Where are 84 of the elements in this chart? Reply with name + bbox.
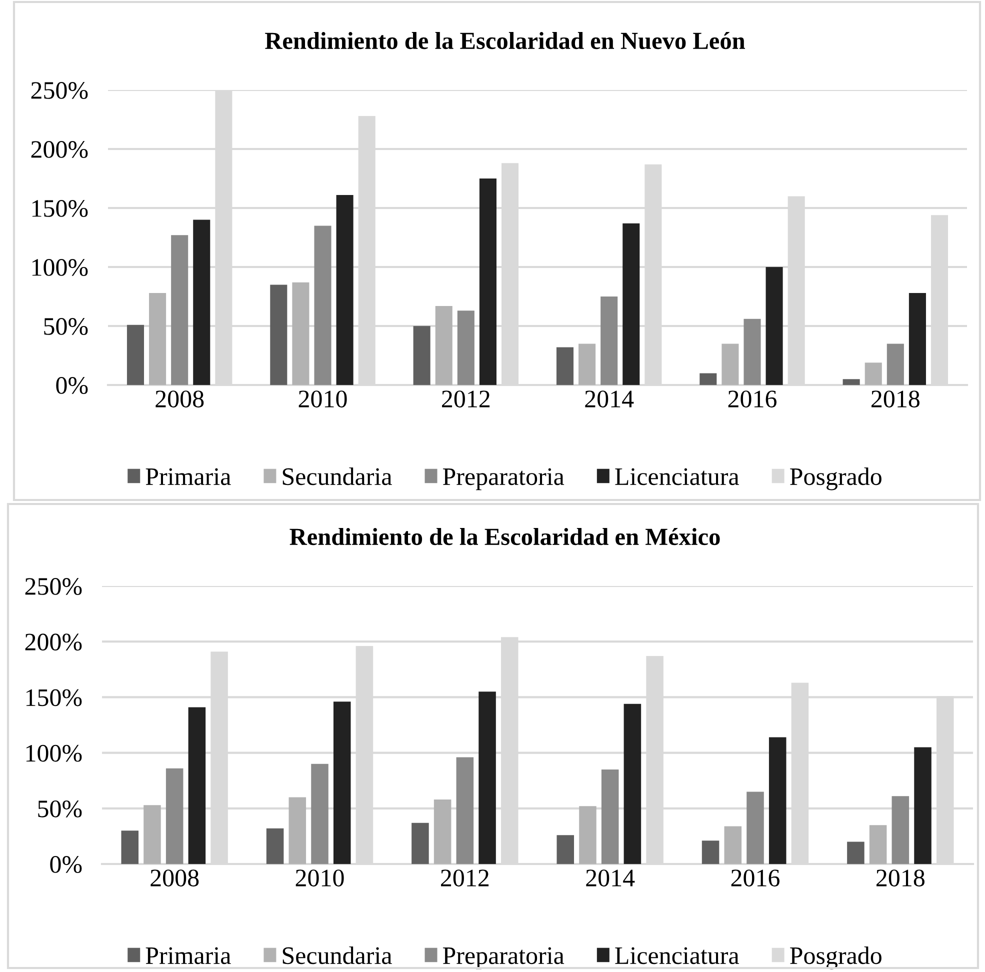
bar xyxy=(434,800,452,864)
legend-label: Posgrado xyxy=(790,946,882,970)
bar xyxy=(270,284,288,385)
y-tick-label: 100% xyxy=(26,744,82,762)
bar xyxy=(166,768,184,864)
bar xyxy=(457,310,474,385)
x-tick-label: 2008 xyxy=(150,870,199,886)
bar xyxy=(908,292,926,385)
y-tick-label: 50% xyxy=(44,318,88,335)
bar xyxy=(746,792,764,864)
legend-label: Primaria xyxy=(146,947,231,964)
x-tick-label: 2012 xyxy=(442,390,490,408)
bar xyxy=(266,828,284,864)
bar xyxy=(724,826,742,864)
bar xyxy=(413,326,430,385)
x-tick-label: 2014 xyxy=(586,870,635,886)
y-tick-label: 200% xyxy=(25,634,82,651)
bar xyxy=(144,805,161,864)
legend-label: Secundaria xyxy=(282,468,392,486)
bar xyxy=(869,825,887,864)
bar xyxy=(556,347,574,385)
chart-title: Rendimiento de la Escolaridad en México xyxy=(290,528,720,546)
chart-title: Rendimiento de la Escolaridad en Nuevo León xyxy=(265,32,745,50)
bar xyxy=(864,362,882,385)
x-tick-label: 2010 xyxy=(296,870,344,886)
bar xyxy=(914,747,932,864)
y-tick-label: 150% xyxy=(26,689,82,706)
x-tick-label: 2018 xyxy=(872,390,920,408)
bar xyxy=(624,704,642,864)
y-tick-label: 200% xyxy=(31,141,88,158)
y-tick-label: 0% xyxy=(56,377,88,394)
y-tick-label: 250% xyxy=(31,82,88,99)
bar xyxy=(886,344,904,385)
legend-label: Licenciatura xyxy=(615,468,739,486)
bar xyxy=(478,692,496,864)
y-tick-label: 50% xyxy=(38,800,82,818)
bar xyxy=(847,842,864,864)
bar xyxy=(121,830,139,864)
bar xyxy=(768,737,786,864)
x-tick-label: 2016 xyxy=(731,870,780,886)
bar xyxy=(601,769,619,864)
bar xyxy=(171,235,188,385)
bar xyxy=(311,764,328,864)
bar xyxy=(149,292,166,385)
bar xyxy=(556,835,574,864)
legend-label: Posgrado xyxy=(790,468,882,490)
bar xyxy=(744,318,761,385)
legend-label: Preparatoria xyxy=(442,468,564,490)
x-tick-label: 2018 xyxy=(876,870,924,886)
x-tick-label: 2012 xyxy=(441,870,489,886)
bar xyxy=(892,796,910,864)
bar xyxy=(722,344,739,385)
bar xyxy=(578,344,596,385)
bar xyxy=(314,226,332,385)
bar xyxy=(333,702,351,864)
bar xyxy=(766,267,783,385)
legend-label: Primaria xyxy=(146,468,231,486)
bar xyxy=(579,806,596,864)
bar xyxy=(600,296,618,385)
bar xyxy=(336,195,354,385)
bar xyxy=(842,379,860,385)
legend-label: Licenciatura xyxy=(615,947,739,964)
legend-label: Preparatoria xyxy=(442,947,564,970)
y-tick-label: 100% xyxy=(32,259,88,276)
bar xyxy=(435,306,452,385)
bar xyxy=(702,840,720,864)
y-tick-label: 0% xyxy=(50,856,82,873)
x-tick-label: 2016 xyxy=(728,390,777,408)
legend-label: Secundaria xyxy=(282,946,392,964)
x-tick-label: 2014 xyxy=(585,390,634,408)
y-tick-label: 150% xyxy=(32,200,88,217)
bar xyxy=(288,797,306,864)
bar xyxy=(700,373,717,385)
bar xyxy=(126,324,144,385)
x-tick-label: 2008 xyxy=(156,390,204,408)
bar xyxy=(188,707,206,864)
bar xyxy=(412,822,429,864)
bar xyxy=(292,282,310,385)
bar xyxy=(622,223,640,385)
bar xyxy=(479,178,496,385)
x-tick-label: 2010 xyxy=(298,390,347,408)
y-tick-label: 250% xyxy=(25,578,82,595)
bar xyxy=(456,757,474,864)
bar xyxy=(193,220,210,385)
